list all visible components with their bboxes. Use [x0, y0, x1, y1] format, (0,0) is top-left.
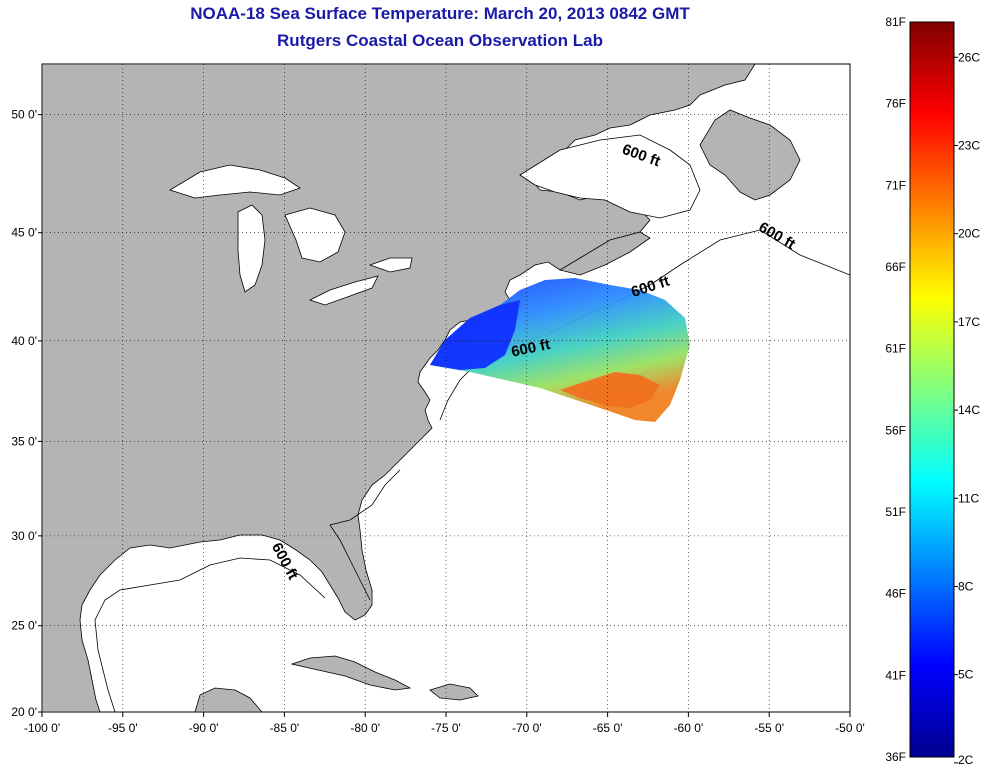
colorbar-f-label: 51F — [885, 505, 906, 519]
land-cuba — [290, 655, 412, 691]
lon-tick-label: -90 0' — [189, 721, 219, 735]
lake-erie — [308, 275, 379, 306]
lon-tick-label: -50 0' — [835, 721, 865, 735]
land-hispaniola — [429, 683, 479, 701]
lon-tick-label: -80 0' — [350, 721, 380, 735]
isobath-600ft-gulf — [94, 557, 326, 712]
lon-tick-label: -60 0' — [674, 721, 704, 735]
lon-tick-label: -100 0' — [24, 721, 60, 735]
lat-tick-label: 25 0' — [11, 619, 37, 633]
lat-tick-label: 45 0' — [11, 226, 37, 240]
lat-tick-label: 20 0' — [11, 705, 37, 719]
lake-superior — [169, 164, 301, 199]
colorbar-c-label: 11C — [958, 491, 979, 505]
lat-tick-label: 40 0' — [11, 334, 37, 348]
colorbar-c-label: 17C — [958, 315, 980, 329]
colorbar-c-label: 14C — [958, 403, 980, 417]
lon-tick-label: -85 0' — [270, 721, 300, 735]
colorbar — [909, 21, 955, 758]
land-newfoundland — [699, 109, 801, 201]
latitude-axis: 20 0' 25 0' 30 0' 35 0' 40 0' 45 0' 50 0' — [11, 108, 42, 719]
lat-tick-label: 30 0' — [11, 529, 37, 543]
colorbar-c-label: 2C — [958, 753, 974, 767]
lake-ontario — [368, 257, 413, 273]
isobath-600ft-florida — [329, 469, 401, 601]
gulf-st-lawrence — [519, 134, 701, 219]
colorbar-f-label: 81F — [885, 15, 906, 29]
colorbar-fahrenheit-labels: 81F 76F 71F 66F 61F 56F 51F 46F 41F 36F — [885, 15, 906, 764]
colorbar-c-label: 8C — [958, 579, 974, 593]
lon-tick-label: -75 0' — [431, 721, 461, 735]
colorbar-f-label: 76F — [885, 97, 906, 111]
lake-michigan — [237, 204, 266, 293]
land-yucatan — [194, 687, 263, 712]
lon-tick-label: -95 0' — [108, 721, 138, 735]
lon-tick-label: -65 0' — [593, 721, 623, 735]
colorbar-f-label: 46F — [885, 587, 906, 601]
lon-tick-label: -55 0' — [754, 721, 784, 735]
colorbar-celsius-labels: 26C 23C 20C 17C 14C 11C 8C 5C 2C — [954, 50, 980, 767]
land-nova-scotia — [558, 231, 651, 276]
colorbar-f-label: 61F — [885, 342, 906, 356]
sst-swath — [430, 278, 690, 422]
colorbar-c-label: 23C — [958, 138, 980, 152]
lon-tick-label: -70 0' — [512, 721, 542, 735]
lat-tick-label: 35 0' — [11, 434, 37, 448]
colorbar-c-label: 26C — [958, 50, 980, 64]
longitude-axis: -100 0' -95 0' -90 0' -85 0' -80 0' -75 0' -70… — [24, 712, 865, 735]
colorbar-f-label: 41F — [885, 668, 906, 682]
colorbar-c-label: 20C — [958, 227, 980, 241]
lat-lon-grid — [42, 64, 850, 712]
lake-huron — [284, 207, 346, 263]
colorbar-c-label: 5C — [958, 668, 974, 682]
map-subtitle: Rutgers Coastal Ocean Observation Lab — [277, 31, 603, 50]
lat-tick-label: 50 0' — [11, 108, 37, 122]
colorbar-f-label: 36F — [885, 750, 906, 764]
colorbar-f-label: 56F — [885, 423, 906, 437]
map-title: NOAA-18 Sea Surface Temperature: March 2… — [190, 4, 690, 23]
colorbar-f-label: 71F — [885, 178, 906, 192]
colorbar-f-label: 66F — [885, 260, 906, 274]
